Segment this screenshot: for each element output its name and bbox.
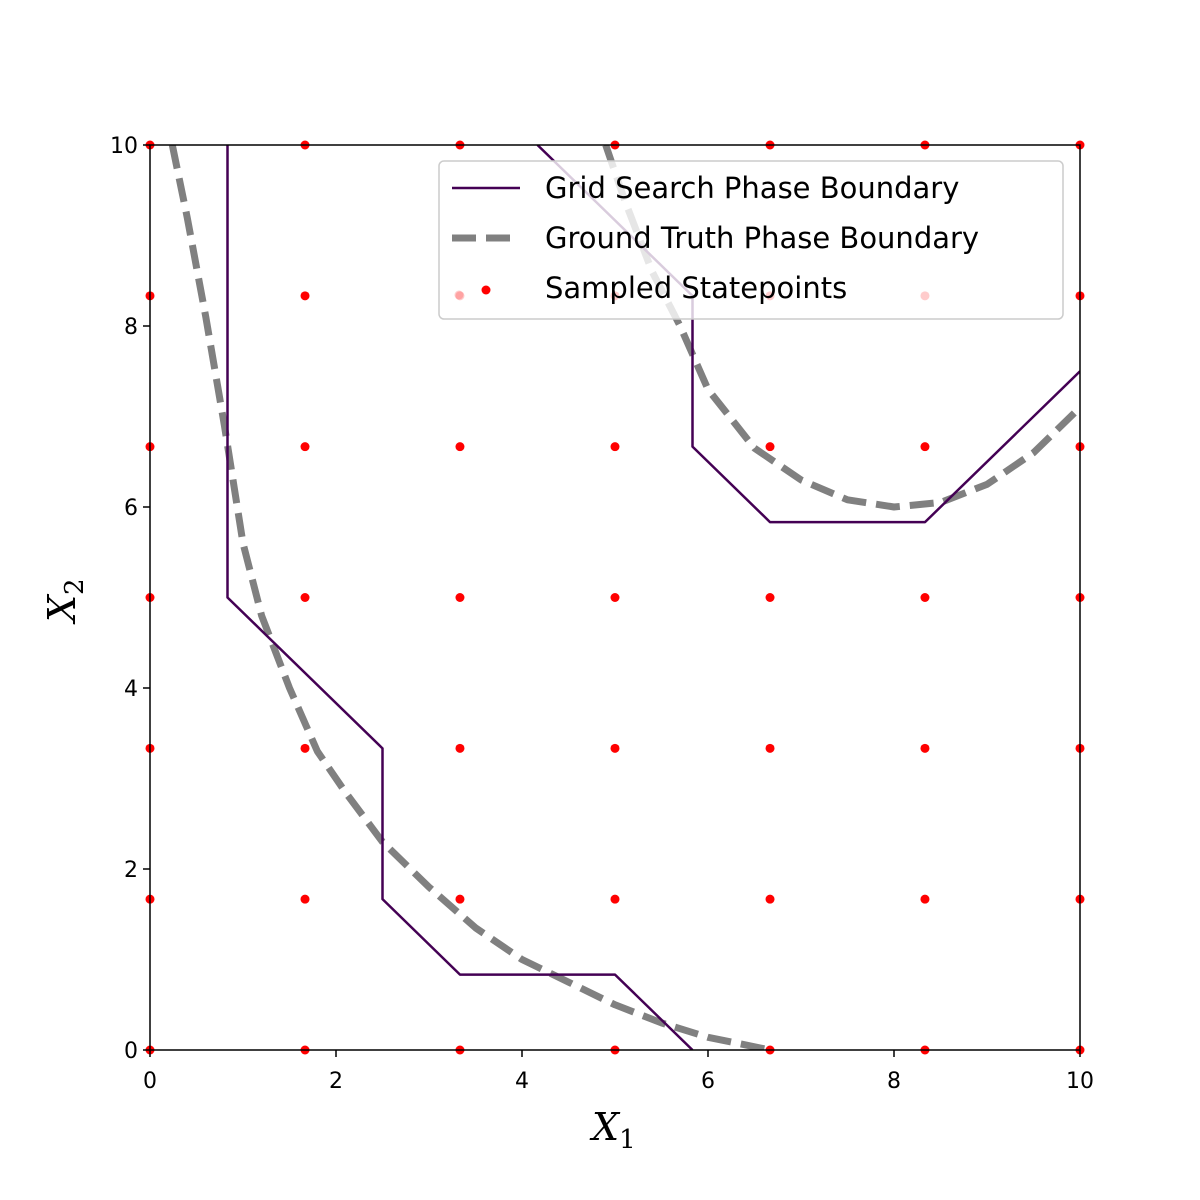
statepoint-1-2 bbox=[300, 743, 310, 753]
statepoint-4-3 bbox=[765, 593, 775, 602]
statepoint-5-4 bbox=[920, 442, 930, 452]
plot-frame bbox=[149, 144, 1081, 1051]
legend: Grid Search Phase Boundary Ground Truth … bbox=[438, 160, 1064, 320]
legend-marker-statepoint-1 bbox=[454, 290, 464, 300]
y-axis-label: X2 bbox=[40, 578, 90, 625]
statepoint-2-3 bbox=[455, 593, 465, 602]
legend-box bbox=[438, 160, 1064, 320]
statepoint-1-5 bbox=[300, 291, 310, 301]
x-axis-label-main: X bbox=[589, 1105, 621, 1149]
y-axis-label-main: X bbox=[40, 593, 84, 625]
y-tick-label-2: 4 bbox=[124, 677, 138, 702]
statepoint-2-2 bbox=[455, 743, 465, 753]
y-tick-label-0: 0 bbox=[124, 1039, 138, 1064]
x-tick-label-4: 8 bbox=[887, 1069, 901, 1094]
statepoint-5-1 bbox=[920, 894, 930, 904]
statepoint-3-3 bbox=[610, 593, 620, 602]
y-axis-label-sub: 2 bbox=[60, 578, 90, 595]
legend-label-statepoints: Sampled Statepoints bbox=[545, 271, 847, 305]
statepoint-1-4 bbox=[300, 442, 310, 452]
statepoint-4-2 bbox=[765, 743, 775, 753]
y-tick-label-3: 6 bbox=[124, 496, 138, 521]
legend-marker-statepoint-2 bbox=[481, 285, 491, 295]
x-tick-label-1: 2 bbox=[329, 1069, 343, 1094]
x-axis-label-sub: 1 bbox=[619, 1125, 636, 1155]
ground-truth-boundary-1 bbox=[602, 145, 1080, 511]
statepoint-4-1 bbox=[765, 894, 775, 904]
statepoint-1-1 bbox=[300, 894, 310, 904]
x-tick-label-2: 4 bbox=[515, 1069, 529, 1094]
statepoint-3-1 bbox=[610, 894, 620, 904]
statepoint-2-1 bbox=[455, 894, 465, 904]
statepoint-3-2 bbox=[610, 743, 620, 753]
x-tick-label-5: 10 bbox=[1066, 1069, 1094, 1094]
statepoint-2-4 bbox=[455, 442, 465, 452]
legend-label-grid-search: Grid Search Phase Boundary bbox=[545, 171, 959, 205]
x-tick-label-0: 0 bbox=[143, 1069, 157, 1094]
legend-label-ground-truth: Ground Truth Phase Boundary bbox=[545, 221, 979, 255]
y-tick-label-4: 8 bbox=[124, 315, 138, 340]
x-tick-label-3: 6 bbox=[701, 1069, 715, 1094]
statepoint-1-3 bbox=[300, 593, 310, 602]
statepoint-5-3 bbox=[920, 593, 930, 602]
statepoint-4-4 bbox=[765, 442, 775, 452]
ground-truth-boundary-0 bbox=[168, 145, 771, 1050]
axis-ticks: 0 2 4 6 8 10 0 2 4 6 8 10 bbox=[110, 134, 1094, 1094]
y-tick-label-1: 2 bbox=[124, 858, 138, 883]
y-tick-label-5: 10 bbox=[110, 134, 138, 159]
statepoint-5-2 bbox=[920, 743, 930, 753]
grid-search-boundary-0 bbox=[226, 145, 694, 1050]
statepoint-3-4 bbox=[610, 442, 620, 452]
x-axis-label: X1 bbox=[589, 1105, 636, 1155]
